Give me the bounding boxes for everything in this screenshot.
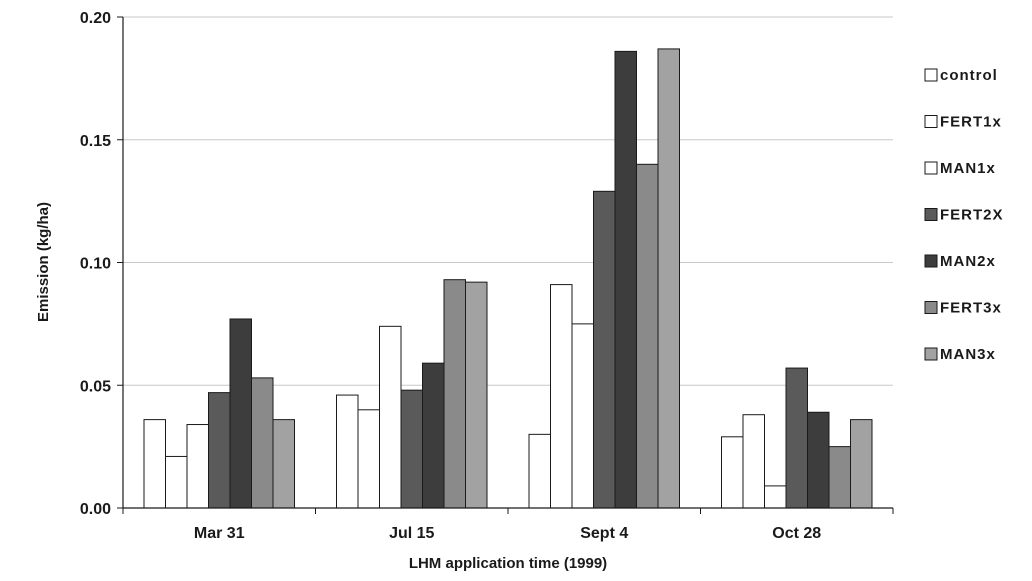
legend-swatch xyxy=(924,161,938,175)
y-tick-label: 0.05 xyxy=(80,378,111,395)
legend-label: MAN3x xyxy=(940,346,996,363)
legend-label: FERT1x xyxy=(940,114,1002,131)
y-tick-label: 0.15 xyxy=(80,133,111,150)
bars xyxy=(122,48,894,514)
legend-swatch xyxy=(924,347,938,361)
bar-control xyxy=(721,436,744,509)
bar-fert2x xyxy=(208,392,231,509)
bar-man1x xyxy=(379,325,402,509)
y-tick-labels: 0.00 0.05 0.10 0.15 0.20 xyxy=(80,10,111,518)
bar-fert2x xyxy=(593,190,616,509)
bar-man3x xyxy=(657,48,680,509)
y-tick-label: 0.10 xyxy=(80,256,111,273)
x-tick-label: Jul 15 xyxy=(389,525,434,542)
bar-fert3x xyxy=(251,377,274,509)
y-tick-label: 0.00 xyxy=(80,501,111,518)
bar-man3x xyxy=(272,419,295,509)
bar-fert3x xyxy=(828,446,851,509)
x-tick-label: Sept 4 xyxy=(580,525,628,542)
bar-man1x xyxy=(764,485,787,509)
y-tick-label: 0.20 xyxy=(80,10,111,27)
legend: control FERT1x MAN1x FERT2X MAN2x FERT3x MAN3x xyxy=(924,67,1004,363)
legend-label: FERT2X xyxy=(940,207,1004,224)
bar-fert2x xyxy=(785,367,808,509)
bar-fert1x xyxy=(357,409,380,509)
x-tick-label: Mar 31 xyxy=(194,525,245,542)
legend-label: MAN2x xyxy=(940,253,996,270)
bar-control xyxy=(528,433,551,509)
legend-swatch xyxy=(924,68,938,82)
bar-fert1x xyxy=(550,284,573,509)
legend-label: MAN1x xyxy=(940,160,996,177)
bar-man3x xyxy=(465,281,488,509)
x-tick-label: Oct 28 xyxy=(772,525,821,542)
bar-control xyxy=(336,394,359,509)
bar-man2x xyxy=(614,50,637,509)
legend-swatch xyxy=(924,208,938,221)
bar-fert2x xyxy=(400,389,423,509)
bar-control xyxy=(143,419,166,509)
bar-fert1x xyxy=(742,414,765,509)
bar-man1x xyxy=(571,323,594,509)
legend-label: FERT3x xyxy=(940,300,1002,317)
x-tick-labels: Mar 31 Jul 15 Sept 4 Oct 28 xyxy=(194,525,821,542)
legend-swatch xyxy=(924,254,938,268)
legend-label: control xyxy=(940,67,998,84)
bar-man2x xyxy=(422,362,445,509)
bar-man2x xyxy=(807,411,830,509)
legend-swatch xyxy=(924,301,938,314)
legend-swatch xyxy=(924,115,938,128)
bar-man2x xyxy=(229,318,252,509)
bar-fert3x xyxy=(443,279,466,509)
bar-man1x xyxy=(186,424,209,509)
bar-fert3x xyxy=(636,163,659,509)
y-axis-title: Emission (kg/ha) xyxy=(35,202,52,322)
bar-man3x xyxy=(850,419,873,509)
x-axis-title: LHM application time (1999) xyxy=(409,555,607,572)
axes xyxy=(122,17,893,509)
bar-fert1x xyxy=(165,455,188,509)
